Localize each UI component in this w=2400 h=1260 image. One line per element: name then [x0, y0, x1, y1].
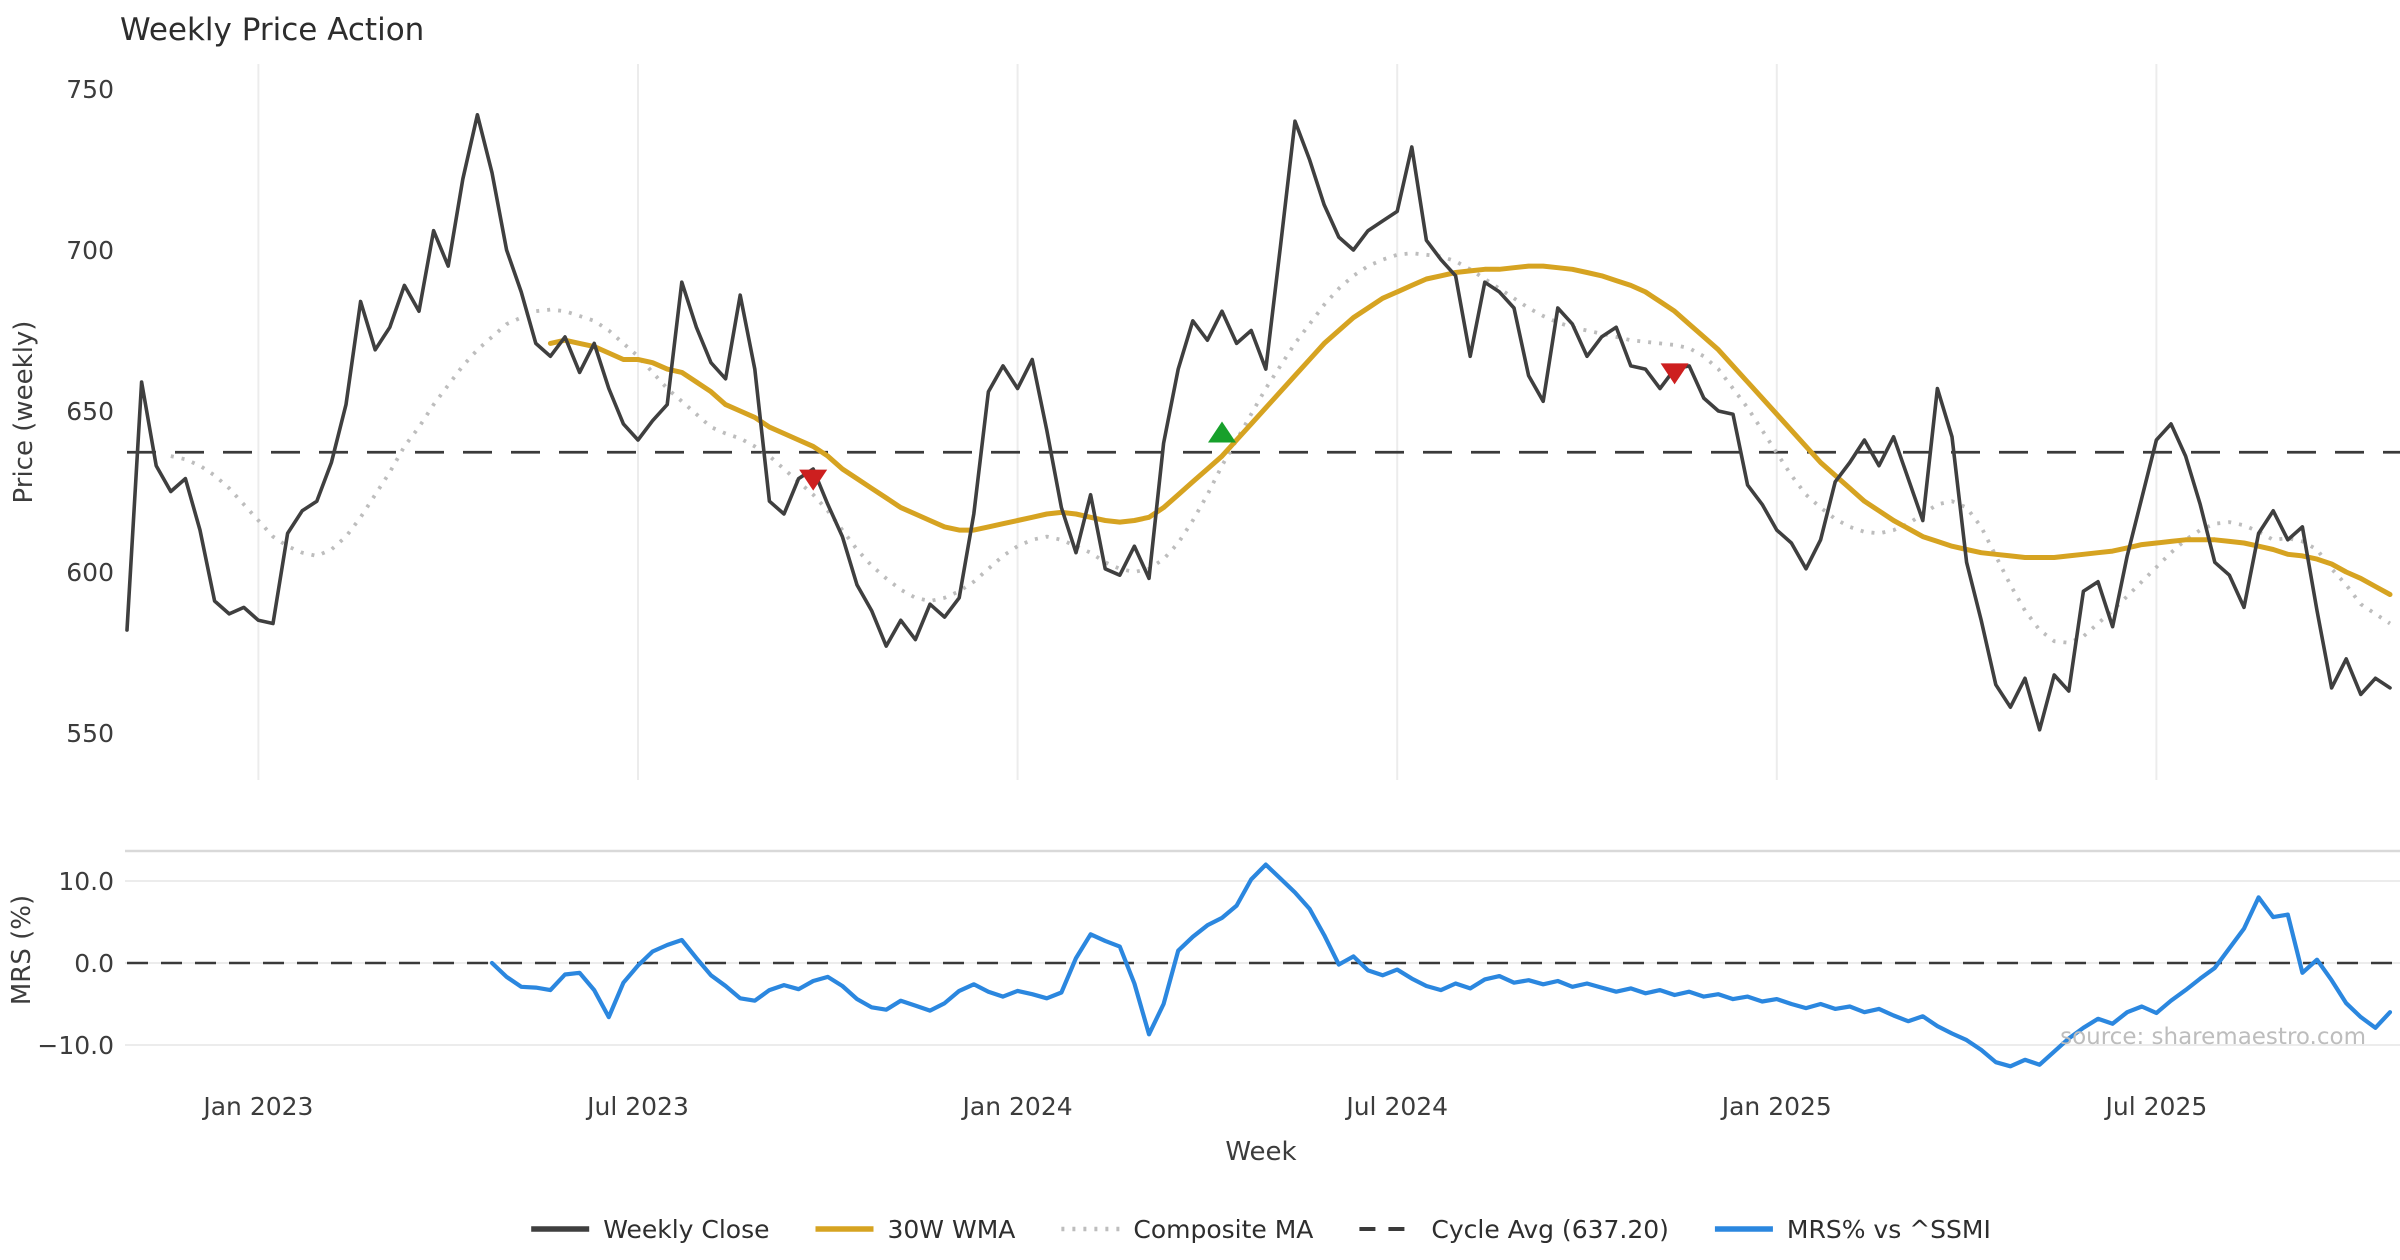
price-y-tick-label: 650 [66, 397, 114, 426]
mrs-axis-label: MRS (%) [7, 895, 37, 1005]
price-axis-label: Price (weekly) [9, 321, 39, 504]
chart-render-root: 750 700 650 600 550 10.0 0.0 −10.0 Jan 2023 Jul 2… [37, 64, 2400, 1244]
source-note: source: sharemaestro.com [2060, 1024, 2366, 1050]
legend-item: Composite MA [1061, 1215, 1313, 1244]
x-tick-label: Jul 2023 [585, 1092, 689, 1121]
x-tick-label: Jan 2023 [201, 1092, 313, 1121]
legend-item: Cycle Avg (637.20) [1359, 1215, 1669, 1244]
composite-ma-line [170, 251, 2392, 645]
legend-item: Weekly Close [531, 1215, 769, 1244]
wma-30w-line [547, 263, 2393, 597]
weekly-close-line [125, 113, 2392, 732]
sell-signal-marker [799, 469, 828, 491]
legend-item-label: Composite MA [1133, 1215, 1313, 1244]
legend-item: 30W WMA [815, 1215, 1015, 1244]
mrs-line [489, 862, 2393, 1069]
sell-signal-marker [1660, 363, 1689, 385]
price-y-tick-label: 700 [66, 236, 114, 265]
legend: Weekly Close 30W WMA Composite MA Cycle Avg… [531, 1215, 1991, 1244]
price-y-tick-label: 550 [66, 719, 114, 748]
chart-title: Weekly Price Action [120, 12, 424, 48]
price-y-tick-label: 750 [66, 75, 114, 104]
buy-signal-marker [1208, 421, 1236, 443]
mrs-y-tick-label: 10.0 [58, 867, 114, 896]
x-tick-label: Jan 2024 [961, 1092, 1073, 1121]
legend-item-label: Weekly Close [603, 1215, 769, 1244]
x-axis-label: Week [1225, 1137, 1296, 1167]
mrs-y-tick-label: −10.0 [37, 1031, 114, 1060]
legend-item-label: MRS% vs ^SSMI [1787, 1215, 1991, 1244]
legend-item-label: Cycle Avg (637.20) [1431, 1215, 1669, 1244]
legend-item-label: 30W WMA [887, 1215, 1015, 1244]
x-tick-label: Jul 2025 [2104, 1092, 2208, 1121]
x-tick-label: Jan 2025 [1720, 1092, 1832, 1121]
legend-item: MRS% vs ^SSMI [1714, 1215, 1991, 1244]
x-tick-label: Jul 2024 [1344, 1092, 1448, 1121]
mrs-y-tick-label: 0.0 [74, 949, 114, 978]
price-y-tick-label: 600 [66, 558, 114, 587]
